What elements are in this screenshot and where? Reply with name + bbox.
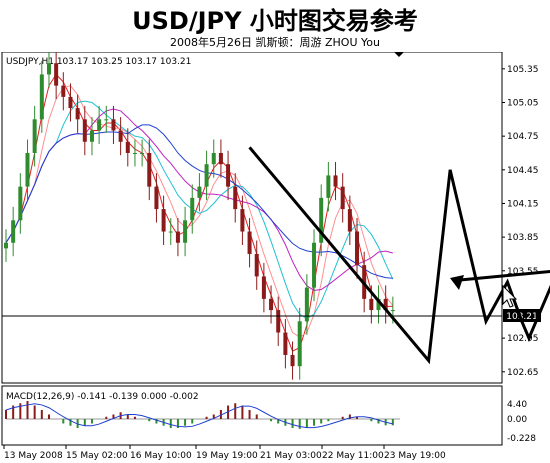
candle-body — [355, 231, 360, 266]
candle-body — [132, 152, 137, 154]
candle-body — [161, 209, 166, 232]
candle-body — [269, 298, 274, 311]
macd-tick-label: -0.228 — [507, 434, 536, 444]
macd-tick-label: 4.40 — [507, 400, 527, 410]
current-price-label: 103.21 — [506, 312, 538, 322]
symbol-info: USDJPY,H1 103.17 103.25 103.17 103.21 — [6, 57, 191, 67]
candle-body — [369, 298, 374, 311]
candle-body — [97, 119, 102, 131]
current-price-box — [503, 309, 541, 322]
macd-tick-label: 0.00 — [507, 415, 527, 425]
candle-body — [326, 175, 331, 198]
candle-body — [340, 186, 345, 210]
price-chart: USDJPY,H1 103.17 103.25 103.17 103.21 MA… — [1, 52, 550, 461]
time-tick-label: 13 May 2008 — [4, 451, 63, 461]
price-tick-label: 103.85 — [507, 233, 539, 243]
candle-body — [254, 253, 259, 277]
candle-body — [54, 63, 59, 86]
candle-body — [25, 152, 30, 187]
price-tick-label: 105.05 — [507, 98, 539, 108]
time-tick-label: 22 May 11:00 — [322, 451, 384, 461]
time-tick-label: 15 May 02:00 — [66, 451, 128, 461]
candle-body — [32, 119, 37, 153]
candle-body — [376, 298, 381, 311]
candle-body — [204, 164, 209, 187]
candle-body — [319, 197, 324, 243]
subtitle-text: 2008年5月26日 凯斯顿：周游 ZHOU You — [170, 35, 380, 49]
price-axis: 105.35 105.05 104.75 104.45 104.15 103.85 103.… — [502, 65, 539, 444]
candle-body — [233, 186, 238, 210]
mouse-pointer-icon — [502, 284, 518, 308]
candle-body — [261, 276, 266, 299]
candle-body — [125, 141, 130, 153]
candle-body — [190, 197, 195, 221]
macd-pane — [1, 385, 503, 446]
title-text: USD/JPY 小时图交易参考 — [132, 7, 418, 35]
scroll-marker-icon[interactable] — [394, 52, 404, 57]
price-tick-label: 102.65 — [507, 368, 539, 378]
forecast-arrow-shaft — [459, 270, 550, 282]
candle-body — [82, 119, 87, 142]
candle-body — [197, 186, 202, 198]
time-tick-label: 16 May 10:00 — [130, 451, 192, 461]
candle-body — [175, 231, 180, 243]
moving-average-line — [5, 124, 393, 279]
time-axis: 13 May 2008 15 May 02:00 16 May 10:00 19 Ma… — [3, 445, 446, 461]
candle-body — [18, 186, 23, 221]
candle-body — [290, 354, 295, 367]
candle-body — [390, 310, 395, 312]
forecast-pattern — [248, 146, 550, 365]
page-title: USD/JPY 小时图交易参考 — [132, 7, 418, 35]
time-tick-label: 23 May 19:00 — [384, 451, 446, 461]
candle-body — [168, 231, 173, 233]
candlesticks — [4, 52, 395, 380]
candle-body — [147, 152, 152, 187]
candle-body — [111, 119, 116, 131]
candle-body — [46, 63, 51, 75]
candle-body — [183, 220, 188, 243]
candle-body — [39, 74, 44, 120]
candle-body — [75, 108, 80, 120]
candle-body — [140, 152, 145, 154]
candle-body — [211, 152, 216, 165]
candle-body — [226, 164, 231, 187]
candle-body — [218, 152, 223, 165]
candle-body — [154, 186, 159, 210]
candle-body — [304, 287, 309, 322]
candle-body — [247, 231, 252, 254]
candle-body — [61, 85, 66, 97]
price-tick-label: 104.45 — [507, 166, 539, 176]
candle-body — [312, 242, 317, 288]
candle-body — [68, 96, 73, 109]
forecast-arrow — [450, 270, 550, 290]
macd-histogram — [5, 401, 400, 429]
time-tick-label: 21 May 03:00 — [260, 451, 322, 461]
candle-body — [297, 321, 302, 367]
macd-info: MACD(12,26,9) -0.141 -0.139 0.000 -0.002 — [6, 392, 199, 402]
candle-body — [4, 242, 8, 249]
page-subtitle: 2008年5月26日 凯斯顿：周游 ZHOU You — [170, 35, 380, 49]
candle-body — [104, 119, 109, 121]
macd-signal-line — [5, 403, 393, 429]
price-tick-label: 103.55 — [507, 267, 539, 277]
price-tick-label: 104.15 — [507, 199, 539, 209]
price-tick-label: 105.35 — [507, 65, 539, 75]
candle-body — [383, 298, 388, 311]
pattern-line — [248, 146, 550, 365]
price-tick-label: 102.95 — [507, 334, 539, 344]
forecast-arrow-head — [450, 275, 464, 290]
candle-body — [118, 130, 123, 142]
candle-body — [11, 220, 16, 243]
candle-body — [276, 310, 281, 333]
time-tick-label: 19 May 19:00 — [196, 451, 258, 461]
price-tick-label: 104.75 — [507, 132, 539, 142]
candle-body — [333, 175, 338, 187]
candle-body — [89, 130, 94, 142]
candle-body — [283, 332, 288, 355]
candle-body — [240, 209, 245, 232]
candle-body — [347, 209, 352, 232]
